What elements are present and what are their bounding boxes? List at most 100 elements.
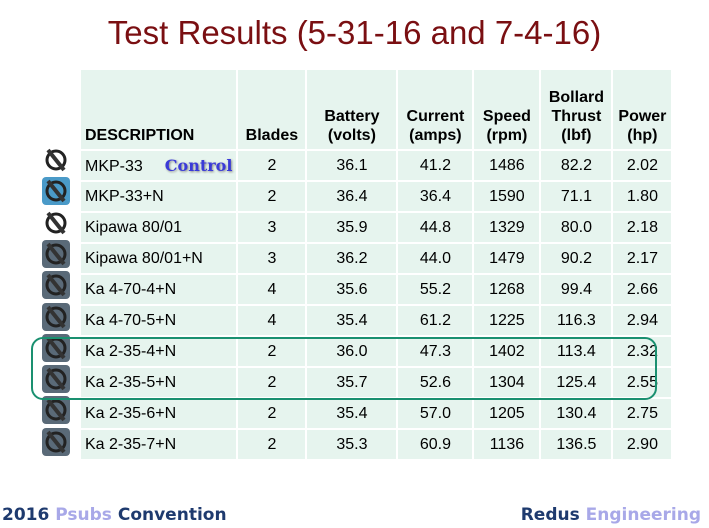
propeller-thumbnail-icon [42, 365, 70, 394]
table-row: Ka 4-70-5+N 4 35.4 61.2 1225 116.3 2.94 [78, 304, 674, 337]
value-cell: 2 [236, 397, 308, 430]
table-row: MKP-33 Control 2 36.1 41.2 1486 82.2 2.02 [78, 149, 674, 182]
value-cell: 1205 [472, 397, 542, 430]
propeller-thumbnail-icon [42, 146, 70, 174]
value-cell: 3 [236, 242, 308, 275]
propeller-thumbnail-icon [42, 271, 70, 300]
highlight-box [31, 337, 657, 400]
value-cell: 35.3 [305, 428, 399, 461]
column-header: DESCRIPTION [78, 68, 239, 151]
value-cell: 3 [236, 211, 308, 244]
value-cell: 2.55 [611, 366, 674, 399]
value-cell: 36.1 [305, 149, 399, 182]
value-cell: 61.2 [396, 304, 475, 337]
value-cell: 1268 [472, 273, 542, 306]
description-text: MKP-33 [85, 157, 143, 175]
value-cell: 60.9 [396, 428, 475, 461]
description-cell: Ka 2-35-7+N [78, 428, 239, 461]
value-cell: 2 [236, 335, 308, 368]
value-cell: 36.4 [396, 180, 475, 213]
value-cell: 71.1 [539, 180, 614, 213]
value-cell: 35.7 [305, 366, 399, 399]
table-row: Ka 4-70-4+N 4 35.6 55.2 1268 99.4 2.66 [78, 273, 674, 306]
description-cell: Kipawa 80/01 [78, 211, 239, 244]
value-cell: 44.0 [396, 242, 475, 275]
slide-title: Test Results (5-31-16 and 7-4-16) [107, 14, 602, 51]
table-row: Kipawa 80/01+N 3 36.2 44.0 1479 90.2 2.17 [78, 242, 674, 275]
description-text: Ka 2-35-5+N [85, 373, 177, 391]
description-cell: MKP-33+N [78, 180, 239, 213]
footer-left: 2016 Psubs Convention [2, 505, 227, 525]
value-cell: 1.80 [611, 180, 674, 213]
footer-psubs: Psubs [55, 505, 112, 525]
value-cell: 1136 [472, 428, 542, 461]
column-header: Bollard Thrust (lbf) [539, 68, 614, 151]
description-cell: Ka 2-35-5+N [78, 366, 239, 399]
value-cell: 44.8 [396, 211, 475, 244]
description-cell: Ka 4-70-4+N [78, 273, 239, 306]
value-cell: 2 [236, 428, 308, 461]
value-cell: 2 [236, 366, 308, 399]
value-cell: 57.0 [396, 397, 475, 430]
value-cell: 116.3 [539, 304, 614, 337]
value-cell: 2.32 [611, 335, 674, 368]
value-cell: 35.9 [305, 211, 399, 244]
value-cell: 2.17 [611, 242, 674, 275]
description-cell: MKP-33 Control [78, 149, 239, 182]
table-row: Ka 2-35-6+N 2 35.4 57.0 1205 130.4 2.75 [78, 397, 674, 430]
value-cell: 35.4 [305, 397, 399, 430]
column-header: Blades [236, 68, 308, 151]
value-cell: 2 [236, 180, 308, 213]
propeller-thumbnail-icon [42, 302, 70, 331]
value-cell: 41.2 [396, 149, 475, 182]
description-text: Ka 2-35-7+N [85, 435, 177, 453]
propeller-thumbnail-icon [42, 427, 70, 456]
value-cell: 99.4 [539, 273, 614, 306]
value-cell: 2.18 [611, 211, 674, 244]
control-label: Control [164, 155, 233, 175]
propeller-thumbnail-icon [42, 209, 70, 237]
footer-convention: Convention [117, 505, 227, 525]
value-cell: 36.0 [305, 335, 399, 368]
column-header: Speed (rpm) [472, 68, 542, 151]
footer-year: 2016 [2, 505, 50, 525]
description-cell: Ka 2-35-6+N [78, 397, 239, 430]
description-cell: Ka 4-70-5+N [78, 304, 239, 337]
value-cell: 82.2 [539, 149, 614, 182]
description-text: Ka 2-35-4+N [85, 342, 177, 360]
value-cell: 80.0 [539, 211, 614, 244]
propeller-thumbnail-icon [42, 396, 70, 425]
table-row: Ka 2-35-5+N 2 35.7 52.6 1304 125.4 2.55 [78, 366, 674, 399]
description-text: MKP-33+N [85, 187, 164, 205]
value-cell: 2 [236, 149, 308, 182]
value-cell: 55.2 [396, 273, 475, 306]
description-text: Ka 2-35-6+N [85, 404, 177, 422]
value-cell: 1479 [472, 242, 542, 275]
description-cell: Kipawa 80/01+N [78, 242, 239, 275]
table-row: Kipawa 80/01 3 35.9 44.8 1329 80.0 2.18 [78, 211, 674, 244]
value-cell: 1225 [472, 304, 542, 337]
table-row: Ka 2-35-7+N 2 35.3 60.9 1136 136.5 2.90 [78, 428, 674, 461]
value-cell: 35.4 [305, 304, 399, 337]
column-header: Power (hp) [611, 68, 674, 151]
description-text: Kipawa 80/01 [85, 218, 182, 236]
value-cell: 1486 [472, 149, 542, 182]
value-cell: 2.94 [611, 304, 674, 337]
footer-right: Redus Engineering [521, 505, 701, 525]
value-cell: 1304 [472, 366, 542, 399]
results-table: DESCRIPTION Blades Battery (volts) Current … [78, 68, 674, 461]
value-cell: 35.6 [305, 273, 399, 306]
description-text: Kipawa 80/01+N [85, 249, 203, 267]
footer-redus: Redus [520, 505, 580, 525]
value-cell: 36.4 [305, 180, 399, 213]
value-cell: 4 [236, 304, 308, 337]
value-cell: 1590 [472, 180, 542, 213]
value-cell: 2.75 [611, 397, 674, 430]
table-row: MKP-33+N 2 36.4 36.4 1590 71.1 1.80 [78, 180, 674, 213]
value-cell: 1329 [472, 211, 542, 244]
propeller-thumbnail-icon [42, 177, 70, 206]
value-cell: 36.2 [305, 242, 399, 275]
value-cell: 125.4 [539, 366, 614, 399]
description-cell: Ka 2-35-4+N [78, 335, 239, 368]
value-cell: 90.2 [539, 242, 614, 275]
